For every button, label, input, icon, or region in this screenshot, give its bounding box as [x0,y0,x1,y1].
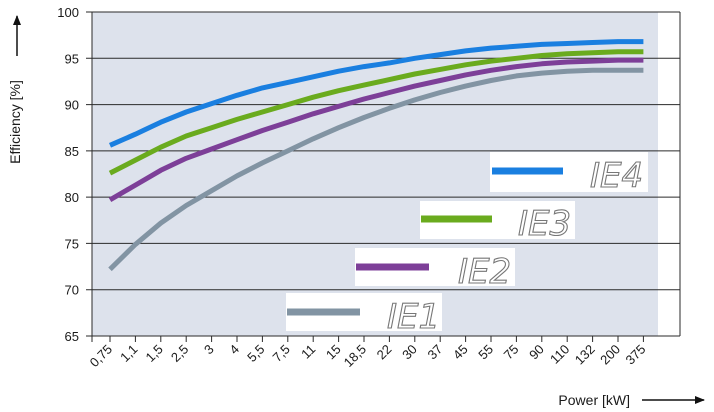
x-tick-label: 110 [547,342,572,367]
y-tick-label: 100 [57,5,79,20]
y-axis-title: Efficiency [%] [7,80,23,164]
x-tick-label: 18,5 [341,342,370,371]
y-tick-label: 75 [65,236,79,251]
y-tick-label: 90 [65,98,79,113]
legend-label-ie1: IE1 [387,297,440,337]
legend-label-ie3: IE3 [518,204,571,244]
series-line-ie3 [108,49,644,176]
x-tick-label: 7,5 [270,342,293,365]
grid-lines [86,11,681,342]
x-tick-label: 0,75 [87,342,116,371]
series-line-ie1 [108,67,644,272]
series-lines [108,39,644,272]
series-line-ie2 [108,57,644,203]
y-tick-label: 65 [65,329,79,344]
y-tick-labels: 65 70 75 80 85 90 95 100 [57,5,79,344]
x-tick-label: 132 [572,342,598,368]
x-tick-label: 200 [597,342,623,368]
y-tick-label: 85 [65,144,79,159]
x-tick-label: 22 [374,342,395,363]
x-tick-label: 11 [298,342,318,362]
x-tick-label: 30 [399,342,420,363]
x-tick-label: 4 [226,342,242,358]
y-tick-label: 80 [65,190,79,205]
legend-label-ie2: IE2 [458,252,511,292]
series-line-ie4 [108,39,644,148]
y-tick-label: 70 [65,283,79,298]
x-tick-label: 375 [623,342,649,368]
x-tick-label: 90 [526,342,547,363]
x-tick-label: 75 [501,342,522,363]
x-tick-label: 3 [201,342,217,358]
x-axis-title: Power [kW] [558,392,630,408]
legend-label-ie4: IE4 [590,156,643,196]
x-tick-label: 2,5 [168,342,191,365]
x-tick-label: 55 [475,342,496,363]
x-tick-label: 5,5 [244,342,267,365]
x-tick-label: 37 [424,342,445,363]
plot-right-margin [658,12,680,336]
x-tick-label: 1,5 [143,342,166,365]
x-tick-label: 45 [450,342,471,363]
x-tick-label: 1,1 [117,342,140,365]
y-tick-label: 95 [65,51,79,66]
